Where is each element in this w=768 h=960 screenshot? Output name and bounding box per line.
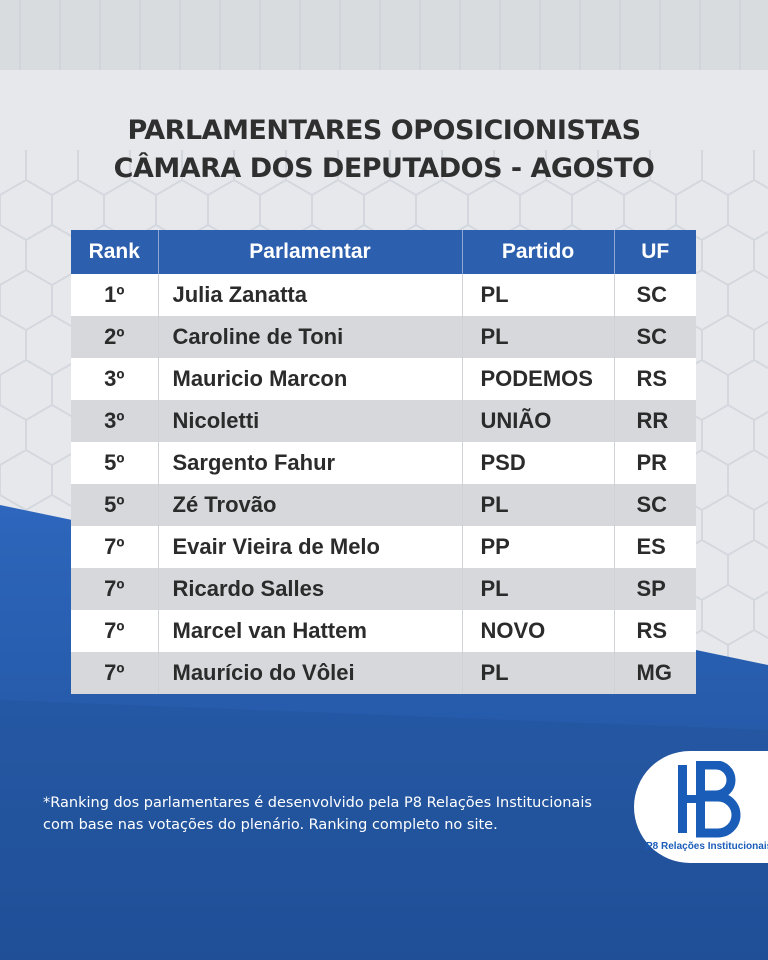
uf-cell: PR bbox=[614, 442, 696, 484]
table-row: 5º Sargento Fahur PSD PR bbox=[71, 442, 696, 484]
header-parlamentar: Parlamentar bbox=[158, 230, 463, 274]
rank-cell: 7º bbox=[71, 610, 159, 652]
rank-cell: 7º bbox=[71, 652, 159, 694]
uf-cell: SC bbox=[614, 316, 696, 358]
rank-cell: 3º bbox=[71, 358, 159, 400]
table-row: 7º Evair Vieira de Melo PP ES bbox=[71, 526, 696, 568]
party-cell: PODEMOS bbox=[462, 358, 615, 400]
ranking-table: Rank Parlamentar Partido UF 1º Julia Zan… bbox=[71, 230, 696, 694]
table-row: 3º Nicoletti UNIÃO RR bbox=[71, 400, 696, 442]
name-cell: Maurício do Vôlei bbox=[158, 652, 463, 694]
rank-cell: 1º bbox=[71, 274, 159, 316]
rank-cell: 7º bbox=[71, 568, 159, 610]
table-header-row: Rank Parlamentar Partido UF bbox=[71, 230, 696, 274]
party-cell: PL bbox=[462, 652, 615, 694]
title-line-2: CÂMARA DOS DEPUTADOS - AGOSTO bbox=[113, 153, 655, 184]
name-cell: Julia Zanatta bbox=[158, 274, 463, 316]
name-cell: Nicoletti bbox=[158, 400, 463, 442]
footnote: *Ranking dos parlamentares é desenvolvid… bbox=[43, 792, 633, 836]
party-cell: PSD bbox=[462, 442, 615, 484]
name-cell: Evair Vieira de Melo bbox=[158, 526, 463, 568]
uf-cell: RR bbox=[614, 400, 696, 442]
party-cell: PL bbox=[462, 568, 615, 610]
rank-cell: 5º bbox=[71, 442, 159, 484]
name-cell: Sargento Fahur bbox=[158, 442, 463, 484]
footnote-line-2: com base nas votações do plenário. Ranki… bbox=[43, 817, 498, 833]
table-row: 7º Ricardo Salles PL SP bbox=[71, 568, 696, 610]
rank-cell: 7º bbox=[71, 526, 159, 568]
table-row: 7º Marcel van Hattem NOVO RS bbox=[71, 610, 696, 652]
uf-cell: RS bbox=[614, 610, 696, 652]
rank-cell: 3º bbox=[71, 400, 159, 442]
name-cell: Ricardo Salles bbox=[158, 568, 463, 610]
party-cell: NOVO bbox=[462, 610, 615, 652]
uf-cell: RS bbox=[614, 358, 696, 400]
name-cell: Caroline de Toni bbox=[158, 316, 463, 358]
title-line-1: PARLAMENTARES OPOSICIONISTAS bbox=[127, 115, 641, 146]
party-cell: PP bbox=[462, 526, 615, 568]
header-rank: Rank bbox=[71, 230, 159, 274]
party-cell: UNIÃO bbox=[462, 400, 615, 442]
table-row: 2º Caroline de Toni PL SC bbox=[71, 316, 696, 358]
name-cell: Mauricio Marcon bbox=[158, 358, 463, 400]
uf-cell: SP bbox=[614, 568, 696, 610]
uf-cell: MG bbox=[614, 652, 696, 694]
table-row: 1º Julia Zanatta PL SC bbox=[71, 274, 696, 316]
party-cell: PL bbox=[462, 316, 615, 358]
table-row: 7º Maurício do Vôlei PL MG bbox=[71, 652, 696, 694]
name-cell: Marcel van Hattem bbox=[158, 610, 463, 652]
party-cell: PL bbox=[462, 484, 615, 526]
footnote-line-1: *Ranking dos parlamentares é desenvolvid… bbox=[43, 795, 592, 811]
header-uf: UF bbox=[614, 230, 696, 274]
uf-cell: SC bbox=[614, 484, 696, 526]
uf-cell: ES bbox=[614, 526, 696, 568]
page-title: PARLAMENTARES OPOSICIONISTAS CÂMARA DOS … bbox=[0, 112, 768, 188]
rank-cell: 2º bbox=[71, 316, 159, 358]
table-row: 3º Mauricio Marcon PODEMOS RS bbox=[71, 358, 696, 400]
p8-logo: P8 Relações Institucionais bbox=[634, 751, 768, 863]
name-cell: Zé Trovão bbox=[158, 484, 463, 526]
party-cell: PL bbox=[462, 274, 615, 316]
header-partido: Partido bbox=[462, 230, 615, 274]
rank-cell: 5º bbox=[71, 484, 159, 526]
table-row: 5º Zé Trovão PL SC bbox=[71, 484, 696, 526]
logo-caption: P8 Relações Institucionais bbox=[646, 841, 768, 852]
p8-logo-icon bbox=[678, 761, 741, 838]
uf-cell: SC bbox=[614, 274, 696, 316]
